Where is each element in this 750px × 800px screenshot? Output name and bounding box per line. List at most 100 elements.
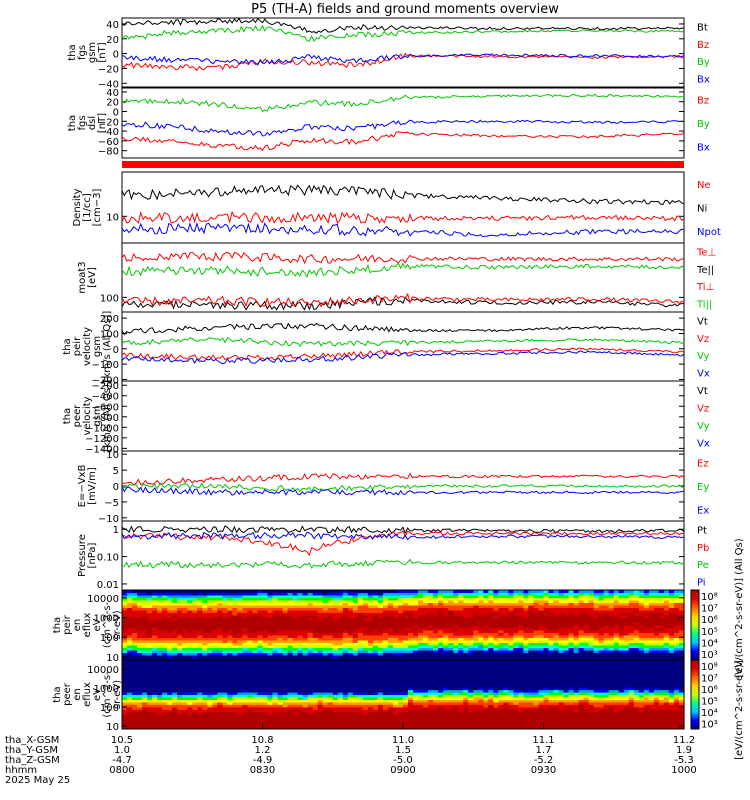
spectrogram-cell <box>237 655 243 658</box>
spectrogram-cell <box>433 602 439 606</box>
spectrogram-cell <box>172 672 178 676</box>
spectrogram-cell <box>362 721 369 725</box>
spectrogram-cell <box>302 625 309 628</box>
spectrogram-cell <box>187 647 193 651</box>
spectrogram-cell <box>127 684 133 688</box>
spectrogram-cell <box>297 605 304 608</box>
spectrogram-cell <box>387 677 394 681</box>
spectrogram-cell <box>408 721 414 725</box>
spectrogram-cell <box>362 726 369 730</box>
spectrogram-cell <box>393 600 399 603</box>
spectrogram-cell <box>277 660 284 663</box>
spectrogram-cell <box>202 650 208 653</box>
spectrogram-cell <box>538 630 545 633</box>
spectrogram-cell <box>443 635 449 638</box>
spectrogram-cell <box>167 664 173 668</box>
spectrogram-cell <box>237 714 243 718</box>
spectrogram-cell <box>197 600 203 603</box>
spectrogram-cell <box>408 617 414 621</box>
spectrogram-cell <box>217 711 223 715</box>
spectrogram-cell <box>287 595 294 598</box>
spectrogram-cell <box>302 650 309 653</box>
spectrogram-cell <box>267 689 274 693</box>
spectrogram-cell <box>332 590 339 593</box>
spectrogram-cell <box>212 687 218 691</box>
spectrogram-cell <box>172 669 178 673</box>
spectrogram-cell <box>202 694 208 698</box>
spectrogram-cell <box>207 647 213 651</box>
spectrogram-cell <box>503 647 509 651</box>
spectrogram-cell <box>398 667 404 671</box>
spectrogram-cell <box>498 607 504 611</box>
spectrogram-cell <box>232 664 238 668</box>
spectrogram-cell <box>377 721 384 725</box>
spectrogram-cell <box>317 724 324 728</box>
spectrogram-cell <box>337 726 344 730</box>
spectrogram-cell <box>337 721 344 725</box>
spectrogram-cell <box>322 640 329 643</box>
spectrogram-cell <box>608 615 615 618</box>
spectrogram-cell <box>468 632 474 636</box>
spectrogram-cell <box>413 600 419 603</box>
spectrogram-cell <box>387 640 394 643</box>
spectrogram-cell <box>157 672 163 676</box>
spectrogram-cell <box>307 652 314 656</box>
spectrogram-cell <box>147 590 153 593</box>
spectrogram-cell <box>408 660 414 663</box>
spectrogram-cell <box>232 635 238 638</box>
spectrogram-cell <box>357 595 364 598</box>
spectrogram-cell <box>498 637 504 641</box>
spectrogram-cell <box>197 669 203 673</box>
spectrogram-cell <box>272 669 279 673</box>
spectrogram-cell <box>212 672 218 676</box>
spectrogram-cell <box>222 607 228 611</box>
spectrogram-cell <box>282 590 289 593</box>
spectrogram-cell <box>367 719 374 723</box>
spectrogram-cell <box>322 605 329 608</box>
spectrogram-cell <box>252 684 259 688</box>
spectrogram-cell <box>127 620 133 623</box>
spectrogram-cell <box>207 627 213 631</box>
spectrogram-cell <box>533 602 540 606</box>
spectrogram-cell <box>152 640 158 643</box>
spectrogram-cell <box>528 635 534 638</box>
spectrogram-cell <box>327 590 334 593</box>
spectrogram-cell <box>302 592 309 596</box>
spectrogram-cell <box>237 645 243 648</box>
y-tick-label: −200 <box>92 375 119 386</box>
y-tick-label: 10 <box>106 212 119 223</box>
spectrogram-cell <box>287 669 294 673</box>
spectrogram-cell <box>232 610 238 613</box>
spectrogram-cell <box>127 600 133 603</box>
spectrogram-cell <box>317 592 324 596</box>
spectrogram-cell <box>357 677 364 681</box>
spectrogram-cell <box>613 597 620 601</box>
spectrogram-cell <box>483 655 489 658</box>
spectrogram-cell <box>332 664 339 668</box>
spectrogram-cell <box>332 592 339 596</box>
y-axis-label: fgs <box>77 45 88 60</box>
spectrogram-cell <box>362 664 369 668</box>
spectrogram-cell <box>352 689 359 693</box>
spectrogram-cell <box>202 612 208 616</box>
spectrogram-cell <box>172 627 178 631</box>
spectrogram-cell <box>663 645 670 648</box>
spectrogram-cell <box>533 620 540 623</box>
spectrogram-cell <box>182 622 188 626</box>
spectrogram-cell <box>217 719 223 723</box>
spectrogram-cell <box>638 602 645 606</box>
spectrogram-cell <box>558 600 565 603</box>
spectrogram-cell <box>147 647 153 651</box>
spectrogram-cell <box>438 642 444 646</box>
spectrogram-cell <box>468 650 474 653</box>
spectrogram-cell <box>578 645 585 648</box>
spectrogram-cell <box>362 627 369 631</box>
spectrogram-cell <box>638 642 645 646</box>
spectrogram-cell <box>528 657 534 661</box>
spectrogram-cell <box>247 684 253 688</box>
spectrogram-cell <box>423 635 429 638</box>
spectrogram-cell <box>357 699 364 703</box>
spectrogram-cell <box>398 590 404 593</box>
spectrogram-cell <box>267 652 274 656</box>
spectrogram-cell <box>568 590 575 593</box>
